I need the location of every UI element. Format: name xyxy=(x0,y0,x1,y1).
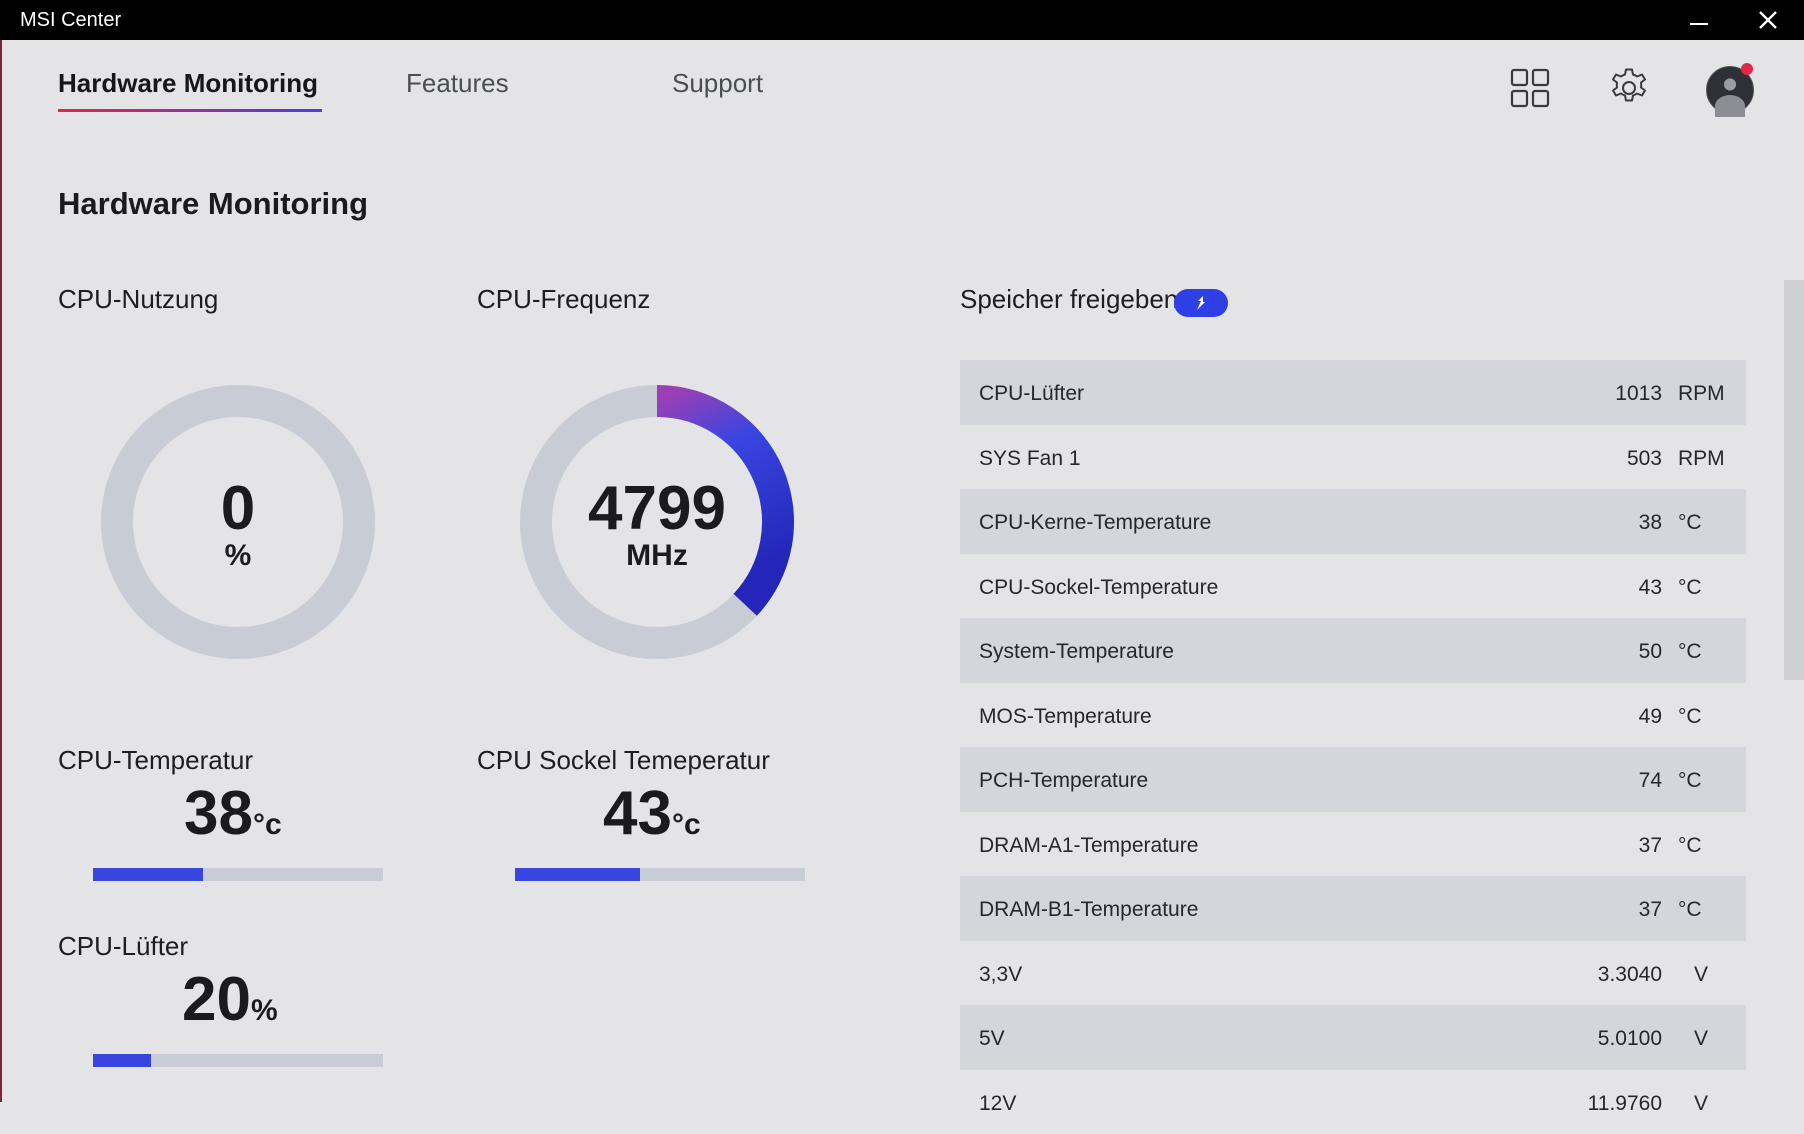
sensor-value: 503 xyxy=(1627,447,1662,471)
window-edge xyxy=(0,40,2,1102)
release-memory-button[interactable] xyxy=(1174,289,1228,317)
sensor-value: 38 xyxy=(1639,511,1662,535)
sensor-name: DRAM-B1-Temperature xyxy=(979,898,1198,922)
sensor-value: 49 xyxy=(1639,705,1662,729)
cpu-temperature-label: CPU-Temperatur xyxy=(58,745,253,776)
notification-dot xyxy=(1741,63,1753,75)
sensor-name: 5V xyxy=(979,1027,1005,1051)
cpu-frequency-label: CPU-Frequenz xyxy=(477,284,650,315)
sensor-name: System-Temperature xyxy=(979,640,1174,664)
cpu-usage-label: CPU-Nutzung xyxy=(58,284,218,315)
settings-button[interactable] xyxy=(1607,66,1651,110)
cpu-socket-temperature-value: 43 xyxy=(603,779,672,848)
cpu-fan-unit: % xyxy=(251,994,278,1027)
tab-support[interactable]: Support xyxy=(672,68,763,99)
sensor-unit: °C xyxy=(1678,834,1702,858)
sensor-unit: V xyxy=(1694,1092,1708,1116)
grid-icon xyxy=(1508,66,1552,110)
sensor-row: CPU-Lüfter 1013 RPM xyxy=(960,360,1746,425)
cpu-frequency-readout: 4799 MHz xyxy=(557,478,757,572)
cpu-fan-bar xyxy=(93,1054,383,1067)
cpu-fan-bar-fill xyxy=(93,1054,151,1067)
sensor-row: CPU-Kerne-Temperature 38 °C xyxy=(960,489,1746,554)
sensor-row: DRAM-A1-Temperature 37 °C xyxy=(960,812,1746,877)
sensor-row: CPU-Sockel-Temperature 43 °C xyxy=(960,554,1746,619)
sensor-row: 5V 5.0100 V xyxy=(960,1005,1746,1070)
sensor-name: SYS Fan 1 xyxy=(979,447,1081,471)
cpu-temperature-readout: 38°c xyxy=(184,778,282,849)
sensor-unit: V xyxy=(1694,963,1708,987)
cpu-temperature-bar-fill xyxy=(93,868,203,881)
close-icon xyxy=(1758,10,1778,30)
sensor-row: MOS-Temperature 49 °C xyxy=(960,683,1746,748)
close-button[interactable] xyxy=(1745,0,1791,40)
sensor-name: 3,3V xyxy=(979,963,1022,987)
sensor-row: 3,3V 3.3040 V xyxy=(960,941,1746,1006)
sensor-unit: °C xyxy=(1678,769,1702,793)
sensor-unit: °C xyxy=(1678,511,1702,535)
sensor-name: 12V xyxy=(979,1092,1016,1116)
rocket-icon xyxy=(1192,294,1210,312)
sensor-row: SYS Fan 1 503 RPM xyxy=(960,425,1746,490)
release-memory-label: Speicher freigeben xyxy=(960,284,1178,315)
sensor-row: DRAM-B1-Temperature 37 °C xyxy=(960,876,1746,941)
sensor-row: System-Temperature 50 °C xyxy=(960,618,1746,683)
cpu-socket-temperature-bar-fill xyxy=(515,868,640,881)
sensor-value: 11.9760 xyxy=(1588,1092,1662,1116)
sensor-unit: °C xyxy=(1678,576,1702,600)
grid-view-button[interactable] xyxy=(1508,66,1552,110)
sensor-row: PCH-Temperature 74 °C xyxy=(960,747,1746,812)
scrollbar[interactable] xyxy=(1784,280,1804,680)
active-tab-underline xyxy=(58,109,322,112)
title-bar: MSI Center xyxy=(0,0,1804,40)
cpu-fan-value: 20 xyxy=(182,965,251,1034)
tab-features[interactable]: Features xyxy=(406,68,509,99)
window-title: MSI Center xyxy=(20,9,121,32)
cpu-temperature-value: 38 xyxy=(184,779,253,848)
sensor-name: CPU-Kerne-Temperature xyxy=(979,511,1211,535)
cpu-fan-readout: 20% xyxy=(182,964,278,1035)
cpu-frequency-unit: MHz xyxy=(557,540,757,572)
sensor-value: 43 xyxy=(1639,576,1662,600)
cpu-temperature-bar xyxy=(93,868,383,881)
sensor-name: PCH-Temperature xyxy=(979,769,1148,793)
sensor-name: CPU-Sockel-Temperature xyxy=(979,576,1218,600)
cpu-usage-unit: % xyxy=(138,540,338,572)
cpu-fan-label: CPU-Lüfter xyxy=(58,931,188,962)
gear-icon xyxy=(1607,66,1651,110)
minimize-button[interactable] xyxy=(1676,0,1722,40)
sensor-value: 74 xyxy=(1639,769,1662,793)
sensor-name: DRAM-A1-Temperature xyxy=(979,834,1198,858)
sensor-unit: RPM xyxy=(1678,447,1725,471)
cpu-socket-temperature-bar xyxy=(515,868,805,881)
sensor-name: CPU-Lüfter xyxy=(979,382,1084,406)
sensor-unit: °C xyxy=(1678,640,1702,664)
cpu-temperature-unit: °c xyxy=(253,808,282,841)
cpu-socket-temperature-label: CPU Sockel Temeperatur xyxy=(477,745,770,776)
sensor-value: 37 xyxy=(1639,834,1662,858)
tab-hardware-monitoring[interactable]: Hardware Monitoring xyxy=(58,68,318,99)
sensor-value: 5.0100 xyxy=(1598,1027,1662,1051)
cpu-usage-readout: 0 % xyxy=(138,478,338,572)
sensor-name: MOS-Temperature xyxy=(979,705,1152,729)
cpu-usage-value: 0 xyxy=(138,478,338,540)
sensor-unit: °C xyxy=(1678,705,1702,729)
sensor-value: 3.3040 xyxy=(1598,963,1662,987)
sensor-unit: °C xyxy=(1678,898,1702,922)
cpu-frequency-value: 4799 xyxy=(557,478,757,540)
sensor-unit: RPM xyxy=(1678,382,1725,406)
sensor-unit: V xyxy=(1694,1027,1708,1051)
sensor-value: 1013 xyxy=(1615,382,1662,406)
cpu-socket-temperature-unit: °c xyxy=(672,808,701,841)
sensor-value: 50 xyxy=(1639,640,1662,664)
sensor-list: CPU-Lüfter 1013 RPM SYS Fan 1 503 RPM CPU-Kern… xyxy=(960,360,1746,1134)
page-title: Hardware Monitoring xyxy=(58,186,368,222)
sensor-value: 37 xyxy=(1639,898,1662,922)
cpu-socket-temperature-readout: 43°c xyxy=(603,778,701,849)
